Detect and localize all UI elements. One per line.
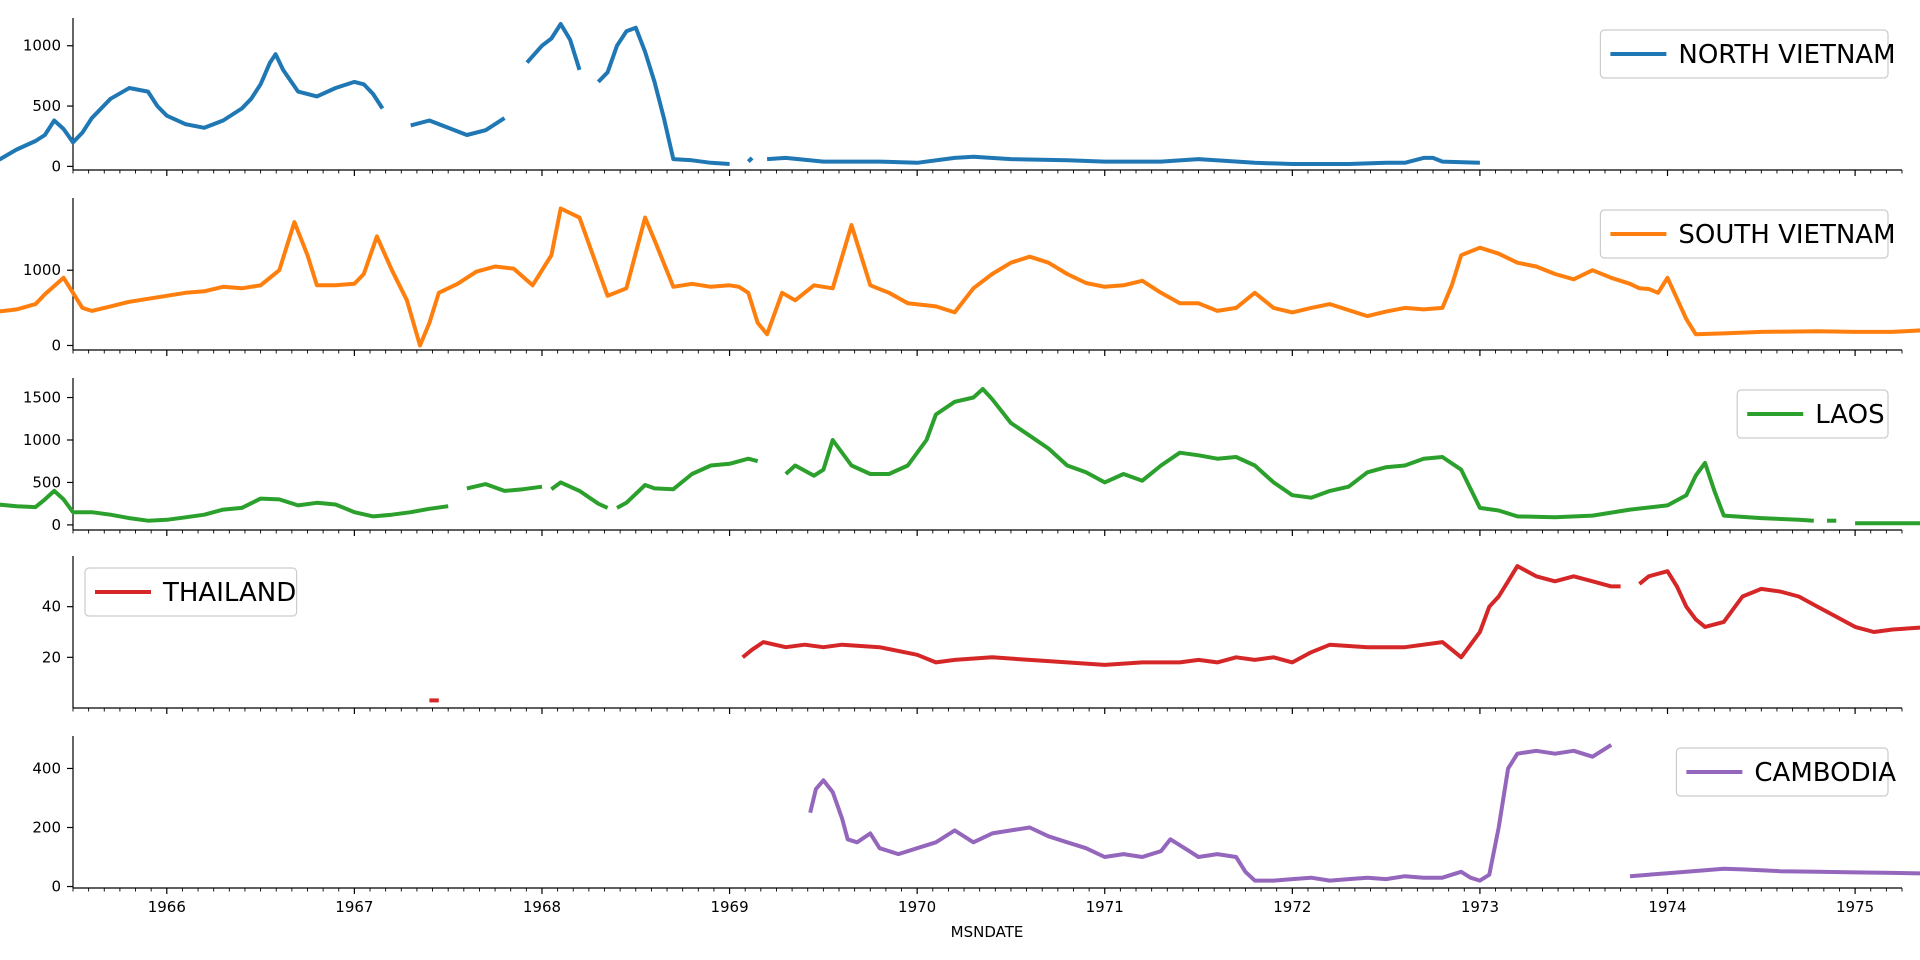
legend: CAMBODIA [1675,747,1896,797]
panel-cambodia: 0 200 400 CAMBODIA [32,736,1920,896]
series-line-segment [616,456,759,510]
y-tick-label: 0 [51,157,61,175]
x-tick-label: 1975 [1836,898,1874,916]
panel-south-vietnam: 0 1000 SOUTH VIETNAM [0,198,1920,356]
x-tick-label: 1968 [523,898,561,916]
series-line-segment [1855,521,1920,526]
series-line-segment [1629,866,1920,879]
x-tick-label: 1972 [1273,898,1311,916]
y-tick-label: 20 [42,648,61,666]
y-tick-label: 1000 [23,431,61,449]
series-line-segment [766,154,1480,166]
x-tick-label: 1967 [335,898,373,916]
series-line-segment [741,564,1621,667]
legend-frame [84,567,298,617]
panel-thailand: 20 40 THAILAND [42,556,1920,714]
series-line-segment [808,743,1613,883]
x-tick-label: 1970 [898,898,936,916]
legend-frame [1736,389,1889,439]
legend-label: THAILAND [162,578,296,608]
legend-frame [1675,747,1889,797]
panel-north-vietnam: 0 500 1000 NORTH VIETNAM [0,18,1903,176]
legend: LAOS [1736,389,1889,439]
legend-frame [1599,29,1889,79]
y-tick-label: 0 [51,336,61,354]
series-line-segment [746,156,754,164]
x-tick-label: 1973 [1461,898,1499,916]
series-line-segment [0,206,1920,348]
legend: THAILAND [84,567,298,617]
x-tick-label: 1974 [1648,898,1686,916]
x-axis-title: MSNDATE [951,923,1024,941]
series-line-segment [1638,569,1920,634]
legend: SOUTH VIETNAM [1599,209,1896,259]
legend-label: CAMBODIA [1754,758,1896,788]
y-tick-label: 0 [51,516,61,534]
y-tick-label: 400 [32,759,61,777]
series-line-segment [525,22,582,71]
y-tick-label: 1000 [23,37,61,55]
series-line-segment [0,52,385,162]
legend-label: SOUTH VIETNAM [1678,220,1895,250]
y-tick-label: 200 [32,818,61,836]
panel-laos: 0 500 1000 1500 LAOS [0,378,1920,536]
x-tick-label: 1969 [710,898,748,916]
legend-frame [1599,209,1889,259]
series-line-segment [596,25,730,166]
x-tick-label: 1971 [1086,898,1124,916]
series-line-segment [0,488,449,523]
y-tick-label: 1500 [23,389,61,407]
legend-label: LAOS [1815,400,1884,430]
y-tick-label: 500 [32,97,61,115]
legend: NORTH VIETNAM [1599,29,1896,79]
y-tick-label: 40 [42,598,61,616]
x-tick-label: 1966 [148,898,186,916]
legend-label: NORTH VIETNAM [1678,40,1895,70]
series-line-segment [550,480,609,510]
series-line-segment [784,387,1814,523]
y-tick-label: 500 [32,473,61,491]
series-line-segment [410,116,506,137]
series-line-segment [466,482,543,493]
y-tick-label: 0 [51,878,61,896]
y-tick-label: 1000 [23,261,61,279]
